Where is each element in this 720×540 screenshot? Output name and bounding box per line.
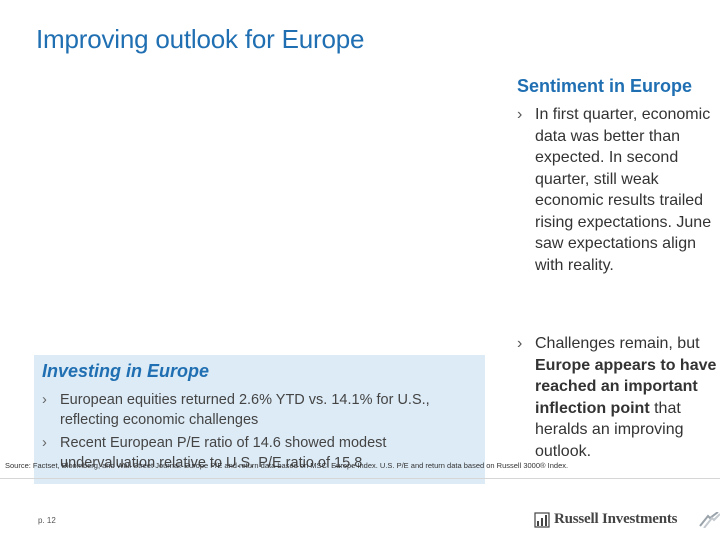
- source-note: Source: Factset, Bloomberg, and Wall Str…: [5, 461, 569, 470]
- sentiment-bullet-2-bold: Europe appears to have reached an import…: [535, 356, 717, 417]
- chevron-right-icon: ›: [42, 392, 47, 408]
- investing-item-1-text: European equities returned 2.6% YTD vs. …: [60, 392, 430, 428]
- footer-divider: [0, 478, 720, 479]
- sentiment-bullet-2-post: that heralds an improving outlook.: [535, 399, 684, 460]
- sentiment-bullet-1-text: In first quarter, economic data was bett…: [535, 106, 712, 274]
- logo-text: Russell Investments: [554, 511, 678, 527]
- page-number: p. 12: [38, 516, 56, 525]
- chevron-right-icon: ›: [517, 106, 523, 123]
- investing-item-1: › European equities returned 2.6% YTD vs…: [42, 390, 472, 430]
- slide-title: Improving outlook for Europe: [36, 24, 365, 54]
- sentiment-bullet-2-text: Challenges remain, but Europe appears to…: [517, 333, 717, 462]
- sentiment-bullet-2-pre: Challenges remain, but: [535, 335, 700, 352]
- logo-mark-icon: [534, 511, 550, 528]
- sentiment-heading: Sentiment in Europe: [517, 76, 693, 96]
- investing-item-2: › Recent European P/E ratio of 14.6 show…: [42, 433, 472, 473]
- investing-box: Investing in Europe › European equities …: [34, 355, 485, 484]
- investing-item-2-text: Recent European P/E ratio of 14.6 showed…: [60, 435, 387, 471]
- company-logo: Russell Investments: [534, 511, 677, 528]
- investing-heading: Investing in Europe: [42, 361, 210, 381]
- chevron-right-icon: ›: [517, 335, 523, 352]
- sentiment-bullet-2: › Challenges remain, but Europe appears …: [517, 333, 717, 462]
- chevron-right-icon: ›: [42, 435, 47, 451]
- sentiment-bullet-1: › In first quarter, economic data was be…: [517, 104, 717, 276]
- corner-mark-icon: [699, 512, 720, 528]
